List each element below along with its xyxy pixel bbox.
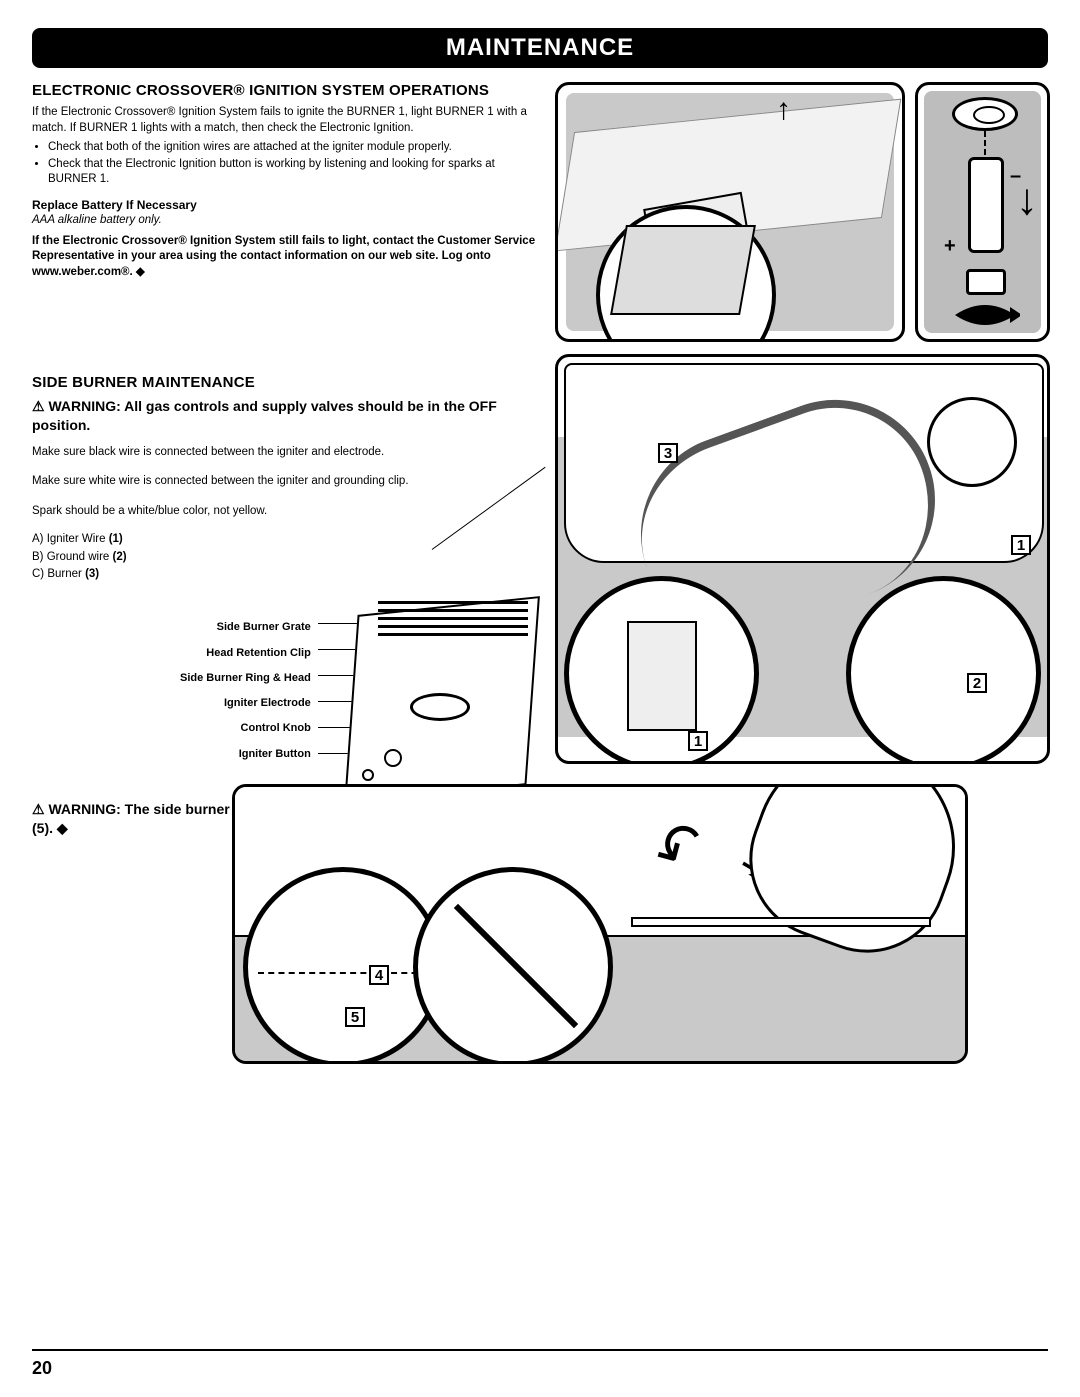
callout-2: 2 xyxy=(967,673,987,693)
section1-bullets: Check that both of the ignition wires ar… xyxy=(32,140,537,188)
detail-circle-right xyxy=(846,576,1041,764)
connector-shape xyxy=(627,621,697,731)
legend-c-num: (3) xyxy=(85,568,99,580)
callout-5: 5 xyxy=(345,1007,365,1027)
right-column: ↑ + – ↓ xyxy=(555,82,1050,841)
grate-shape xyxy=(378,601,528,645)
label-grate: Side Burner Grate xyxy=(180,615,311,640)
callout-1: 1 xyxy=(688,731,708,751)
legend-list: A) Igniter Wire (1) B) Ground wire (2) C… xyxy=(32,531,537,583)
bullet-item: Check that both of the ignition wires ar… xyxy=(48,140,537,156)
footer-rule xyxy=(32,1349,1048,1351)
battery-shape xyxy=(968,157,1004,253)
p-black-wire: Make sure black wire is connected betwee… xyxy=(32,445,537,461)
arrow-up-icon: ↑ xyxy=(776,93,791,127)
p-white-wire: Make sure white wire is connected betwee… xyxy=(32,474,537,490)
module-detail-shape xyxy=(610,225,756,315)
legend-c: C) Burner xyxy=(32,568,82,580)
legend-b-num: (2) xyxy=(113,551,127,563)
regulator-shape xyxy=(927,397,1017,487)
contact-block: If the Electronic Crossover® Ignition Sy… xyxy=(32,234,537,281)
arrow-down-icon: ↓ xyxy=(1016,175,1038,225)
warning-gas-off: ⚠ WARNING: All gas controls and supply v… xyxy=(32,397,537,435)
wrench-shape xyxy=(631,917,931,927)
section1-intro: If the Electronic Crossover® Ignition Sy… xyxy=(32,105,537,136)
legend-b: B) Ground wire xyxy=(32,551,109,563)
bullet-item: Check that the Electronic Ignition butto… xyxy=(48,157,537,188)
replace-battery-heading: Replace Battery If Necessary xyxy=(32,198,537,212)
detail-circle-left xyxy=(564,576,759,764)
section2-title: SIDE BURNER MAINTENANCE xyxy=(32,374,537,391)
rotate-arrow-icon xyxy=(950,301,1020,329)
label-ring: Side Burner Ring & Head xyxy=(180,666,311,691)
section-banner: MAINTENANCE xyxy=(32,28,1048,68)
orifice-alignment-diagram: 4 5 ↶ ➔ xyxy=(232,784,968,1064)
left-column: ELECTRONIC CROSSOVER® IGNITION SYSTEM OP… xyxy=(32,82,537,841)
alignment-dash xyxy=(984,131,986,155)
wiring-diagram: 3 1 1 2 xyxy=(555,354,1050,764)
label-knob: Control Knob xyxy=(180,716,311,741)
label-button: Igniter Button xyxy=(180,742,311,767)
igniter-module-diagram: ↑ xyxy=(555,82,905,342)
p-spark-color: Spark should be a white/blue color, not … xyxy=(32,504,537,520)
callout-3: 3 xyxy=(658,443,678,463)
callout-1: 1 xyxy=(1011,535,1031,555)
section1-title: ELECTRONIC CROSSOVER® IGNITION SYSTEM OP… xyxy=(32,82,537,99)
label-clip: Head Retention Clip xyxy=(180,641,311,666)
centerline-dash xyxy=(258,972,438,974)
part-labels: Side Burner Grate Head Retention Clip Si… xyxy=(180,615,311,767)
battery-note: AAA alkaline battery only. xyxy=(32,214,537,226)
label-electrode: Igniter Electrode xyxy=(180,691,311,716)
battery-base-shape xyxy=(966,269,1006,295)
battery-cap-shape xyxy=(952,97,1018,131)
callout-4: 4 xyxy=(369,965,389,985)
two-column-layout: ELECTRONIC CROSSOVER® IGNITION SYSTEM OP… xyxy=(32,82,1048,841)
page-number: 20 xyxy=(32,1358,52,1379)
legend-a: A) Igniter Wire xyxy=(32,533,106,545)
battery-diagram: + – ↓ xyxy=(915,82,1050,342)
top-diagram-row: ↑ + – ↓ xyxy=(555,82,1050,342)
legend-a-num: (1) xyxy=(109,533,123,545)
plus-icon: + xyxy=(944,235,956,258)
